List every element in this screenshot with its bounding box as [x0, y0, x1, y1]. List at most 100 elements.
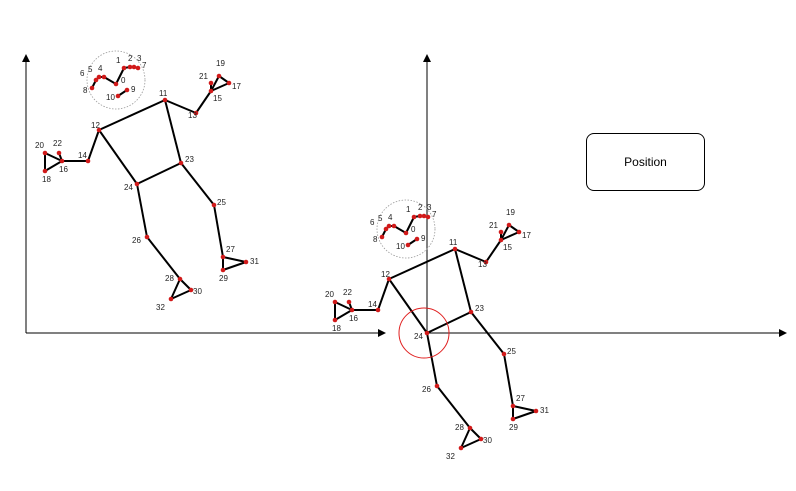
original-joint-label-32: 32 — [156, 303, 165, 312]
original-joint-8 — [89, 85, 95, 91]
translated-joint-label-12: 12 — [381, 270, 390, 279]
translated-joint-16 — [349, 307, 355, 313]
translated-joint-19 — [506, 222, 512, 228]
translated-joint-label-22: 22 — [343, 288, 352, 297]
translated-joint-label-10: 10 — [396, 242, 405, 251]
original-bone-23-25 — [180, 162, 215, 206]
original-joint-label-31: 31 — [250, 257, 259, 266]
original-joint-label-10: 10 — [106, 93, 115, 102]
original-joint-label-24: 24 — [124, 183, 133, 192]
translated-joint-label-0: 0 — [411, 225, 416, 234]
origin-highlight-circle — [398, 307, 450, 359]
original-bone-26-28 — [146, 236, 181, 280]
translated-joint-24 — [424, 330, 430, 336]
translated-bone-15-17 — [500, 231, 520, 241]
translated-joint-label-13: 13 — [478, 260, 487, 269]
translated-joint-26 — [434, 383, 440, 389]
original-joint-label-11: 11 — [159, 89, 168, 98]
original-joint-label-18: 18 — [42, 175, 51, 184]
original-joint-label-8: 8 — [83, 86, 88, 95]
translated-bone-12-14 — [377, 278, 390, 311]
translated-joint-label-11: 11 — [449, 238, 458, 247]
translated-bone-31-27 — [512, 405, 537, 412]
original-joint-4 — [101, 74, 107, 80]
translated-joint-label-16: 16 — [349, 314, 358, 323]
original-joint-3 — [131, 64, 137, 70]
original-joint-label-0: 0 — [121, 76, 126, 85]
translated-joint-28 — [467, 425, 473, 431]
original-joint-label-16: 16 — [59, 165, 68, 174]
translated-joint-18 — [332, 317, 338, 323]
translated-bone-32-28 — [460, 427, 471, 449]
original-joint-label-28: 28 — [165, 274, 174, 283]
translated-joint-label-9: 9 — [421, 234, 426, 243]
original-joint-label-21: 21 — [199, 72, 208, 81]
original-bone-15-17 — [210, 82, 230, 92]
translated-joint-label-30: 30 — [483, 436, 492, 445]
translated-bone-11-13 — [454, 248, 487, 263]
original-joint-1 — [121, 65, 127, 71]
translated-joint-30 — [478, 436, 484, 442]
original-bone-11-12 — [98, 99, 166, 131]
translated-joint-label-8: 8 — [373, 235, 378, 244]
original-joint-label-20: 20 — [35, 141, 44, 150]
original-bone-31-27 — [222, 256, 247, 263]
translated-joint-label-23: 23 — [475, 304, 484, 313]
translated-bone-24-26 — [426, 332, 438, 387]
original-joint-label-27: 27 — [226, 245, 235, 254]
original-joint-26 — [144, 234, 150, 240]
original-bone-23-24 — [136, 162, 182, 185]
translated-joint-label-21: 21 — [489, 221, 498, 230]
original-joint-label-14: 14 — [78, 151, 87, 160]
original-head-circle — [86, 50, 146, 110]
original-joint-18 — [42, 168, 48, 174]
translated-joint-25 — [501, 351, 507, 357]
translated-joint-label-2: 2 — [418, 203, 423, 212]
original-bone-28-30 — [179, 278, 192, 291]
original-joint-label-3: 3 — [137, 54, 142, 63]
original-joint-24 — [134, 181, 140, 187]
translated-joint-label-18: 18 — [332, 324, 341, 333]
translated-joint-4 — [391, 223, 397, 229]
translated-joint-32 — [458, 445, 464, 451]
translated-bone-16-18 — [334, 309, 353, 321]
original-joint-23 — [178, 160, 184, 166]
translated-joint-6 — [383, 226, 389, 232]
original-joint-label-5: 5 — [88, 65, 93, 74]
translated-joint-20 — [332, 299, 338, 305]
original-bone-4-0 — [103, 76, 117, 85]
original-joint-6 — [93, 77, 99, 83]
translated-joint-12 — [386, 276, 392, 282]
translated-joint-9 — [414, 236, 420, 242]
translated-joint-label-27: 27 — [516, 394, 525, 403]
translated-joint-label-14: 14 — [368, 300, 377, 309]
translated-joint-label-6: 6 — [370, 218, 375, 227]
translated-joint-29 — [510, 416, 516, 422]
original-joint-14 — [85, 158, 91, 164]
original-joint-10 — [115, 93, 121, 99]
translated-joint-label-32: 32 — [446, 452, 455, 461]
translated-joint-label-28: 28 — [455, 423, 464, 432]
translated-joint-13 — [483, 259, 489, 265]
original-joint-label-29: 29 — [219, 274, 228, 283]
original-joint-5 — [96, 74, 102, 80]
translated-joint-label-25: 25 — [507, 347, 516, 356]
translated-bone-24-12 — [388, 278, 428, 334]
original-joint-label-17: 17 — [232, 82, 241, 91]
translated-joint-22 — [346, 299, 352, 305]
translated-joint-label-4: 4 — [388, 213, 393, 222]
translated-bone-25-27 — [503, 353, 514, 407]
original-joint-label-30: 30 — [193, 287, 202, 296]
translated-joint-2 — [417, 213, 423, 219]
original-bone-20-16 — [44, 152, 63, 162]
original-bone-30-32 — [170, 289, 192, 300]
position-button[interactable]: Position — [586, 133, 705, 191]
translated-bone-28-30 — [469, 427, 482, 440]
translated-joint-label-19: 19 — [506, 208, 515, 217]
original-joint-29 — [220, 267, 226, 273]
original-bone-11-23 — [164, 99, 182, 164]
translated-bone-4-0 — [393, 225, 407, 234]
original-joint-31 — [243, 259, 249, 265]
translated-joint-5 — [386, 223, 392, 229]
